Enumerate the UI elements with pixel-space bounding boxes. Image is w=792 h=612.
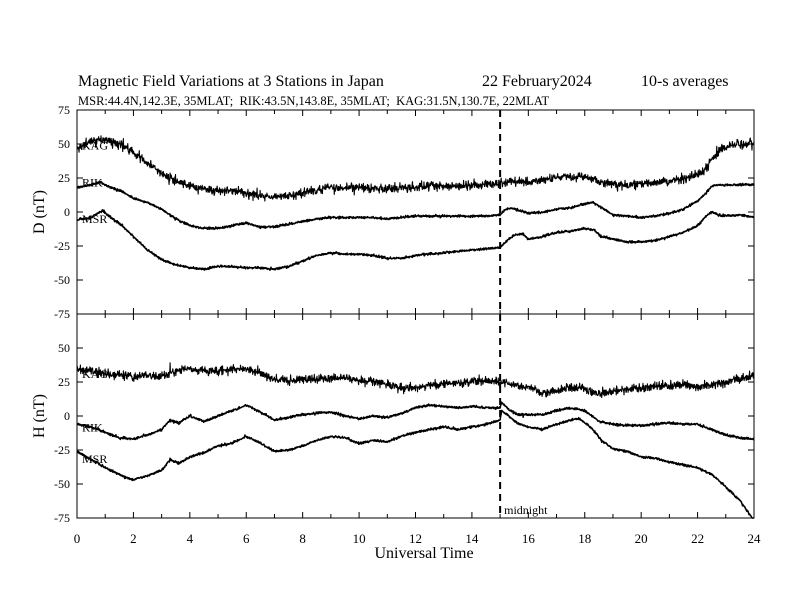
y-tick-label: 25 <box>58 375 70 389</box>
midnight-label: midnight <box>504 503 548 517</box>
y-tick-label: 25 <box>58 171 70 185</box>
x-tick-label: 14 <box>465 531 479 546</box>
series-label-msr: MSR <box>82 452 107 466</box>
y-tick-label: -25 <box>54 239 70 253</box>
y-tick-label: 50 <box>58 341 70 355</box>
y-tick-label: 0 <box>64 409 70 423</box>
series-line-rik <box>76 401 755 441</box>
x-tick-label: 8 <box>299 531 306 546</box>
series-label-kag: KAG <box>82 367 108 381</box>
stations-info: MSR:44.4N,142.3E, 35MLAT; RIK:43.5N,143.… <box>78 94 550 108</box>
series-line-rik <box>76 180 755 231</box>
y-tick-label: -75 <box>54 511 70 525</box>
series-line-kag <box>76 135 755 202</box>
y-tick-label: -25 <box>54 443 70 457</box>
chart-title: Magnetic Field Variations at 3 Stations … <box>78 73 384 90</box>
y-tick-label: 50 <box>58 137 70 151</box>
x-tick-label: 24 <box>748 531 762 546</box>
y-axis-label: D (nT) <box>31 190 48 234</box>
y-tick-label: -50 <box>54 477 70 491</box>
series-label-rik: RIK <box>82 175 103 189</box>
x-tick-label: 6 <box>243 531 250 546</box>
series-label-rik: RIK <box>82 420 103 434</box>
x-tick-label: 22 <box>691 531 704 546</box>
x-tick-label: 4 <box>187 531 194 546</box>
x-tick-label: 2 <box>130 531 137 546</box>
series-line-msr <box>76 209 755 272</box>
series-label-kag: KAG <box>82 139 108 153</box>
x-tick-label: 0 <box>74 531 81 546</box>
series-line-kag <box>76 362 755 399</box>
x-tick-label: 16 <box>522 531 536 546</box>
y-axis-label: H (nT) <box>31 394 48 438</box>
y-tick-label: -75 <box>54 307 70 321</box>
x-tick-label: 10 <box>353 531 366 546</box>
x-tick-label: 12 <box>409 531 422 546</box>
chart-date: 22 February2024 <box>482 73 592 90</box>
series-line-msr <box>76 409 755 519</box>
y-tick-label: -50 <box>54 273 70 287</box>
x-axis-label: Universal Time <box>374 545 473 562</box>
y-tick-label: 0 <box>64 205 70 219</box>
y-tick-label: 75 <box>58 103 70 117</box>
averaging-label: 10-s averages <box>641 73 729 90</box>
series-label-msr: MSR <box>82 212 107 226</box>
x-tick-label: 20 <box>635 531 648 546</box>
x-tick-label: 18 <box>578 531 591 546</box>
